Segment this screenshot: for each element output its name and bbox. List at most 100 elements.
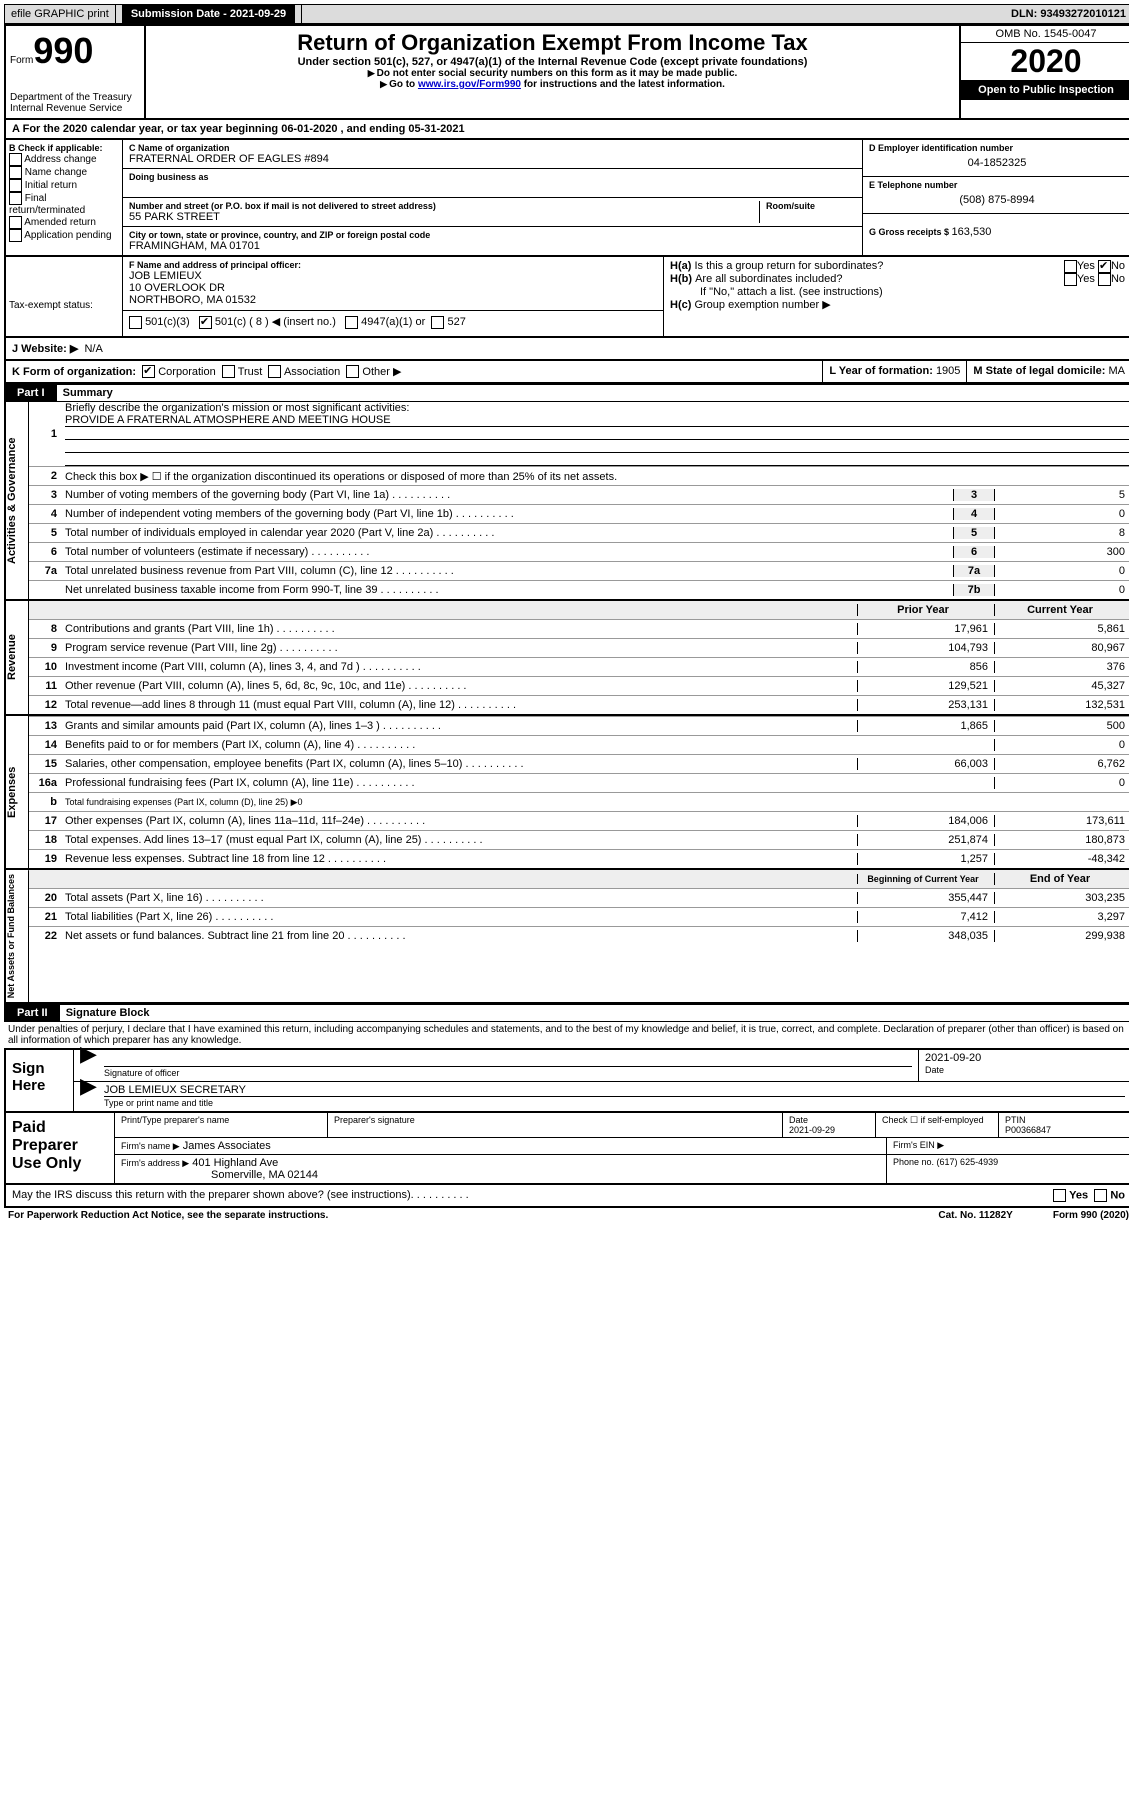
summary-section-1: Activities & Governance 1 Briefly descri… [4, 402, 1129, 601]
chk-other[interactable] [346, 365, 359, 378]
org-street: 55 PARK STREET [129, 211, 753, 223]
ein: 04-1852325 [869, 153, 1125, 173]
form-ref: Form 990 (2020) [1053, 1210, 1129, 1221]
summary-row: 22Net assets or fund balances. Subtract … [29, 926, 1129, 945]
chk-amended[interactable]: Amended return [9, 216, 119, 229]
summary-row: 8Contributions and grants (Part VIII, li… [29, 619, 1129, 638]
instr-line-1: Do not enter social security numbers on … [150, 68, 955, 79]
box-d-e-g: D Employer identification number 04-1852… [862, 140, 1129, 255]
gross-receipts: 163,530 [952, 226, 992, 238]
summary-row: Net unrelated business taxable income fr… [29, 580, 1129, 599]
officer-addr2: NORTHBORO, MA 01532 [129, 294, 657, 306]
summary-row: 15Salaries, other compensation, employee… [29, 754, 1129, 773]
summary-row: 11Other revenue (Part VIII, column (A), … [29, 676, 1129, 695]
officer-addr1: 10 OVERLOOK DR [129, 282, 657, 294]
firm-addr1: 401 Highland Ave [192, 1157, 278, 1169]
chk-trust[interactable] [222, 365, 235, 378]
form-title: Return of Organization Exempt From Incom… [150, 30, 955, 56]
row-f-h: Tax-exempt status: F Name and address of… [4, 257, 1129, 338]
page-footer: For Paperwork Reduction Act Notice, see … [4, 1208, 1129, 1223]
org-name: FRATERNAL ORDER OF EAGLES #894 [129, 153, 856, 165]
header-title-area: Return of Organization Exempt From Incom… [146, 26, 959, 118]
summary-row: bTotal fundraising expenses (Part IX, co… [29, 792, 1129, 811]
officer-name: JOB LEMIEUX [129, 270, 657, 282]
chk-501c[interactable] [199, 316, 212, 329]
chk-corp[interactable] [142, 365, 155, 378]
chk-initial-return[interactable]: Initial return [9, 179, 119, 192]
dln: DLN: 93493272010121 [1005, 5, 1129, 23]
telephone: (508) 875-8994 [869, 190, 1125, 210]
firm-name: James Associates [183, 1140, 271, 1152]
ha-yes[interactable] [1064, 260, 1077, 273]
summary-row: 21Total liabilities (Part X, line 26)7,4… [29, 907, 1129, 926]
part-2-header: Part II Signature Block [4, 1004, 1129, 1022]
submission-btn: Submission Date - 2021-09-29 [122, 5, 295, 23]
summary-row: 6Total number of volunteers (estimate if… [29, 542, 1129, 561]
summary-row: 12Total revenue—add lines 8 through 11 (… [29, 695, 1129, 714]
submission-date: Submission Date - 2021-09-29 [116, 5, 302, 23]
sign-here-label: Sign Here [6, 1050, 73, 1111]
chk-name-change[interactable]: Name change [9, 166, 119, 179]
summary-row: 19Revenue less expenses. Subtract line 1… [29, 849, 1129, 868]
summary-row: 9Program service revenue (Part VIII, lin… [29, 638, 1129, 657]
summary-section-3-expenses: Expenses 13Grants and similar amounts pa… [4, 716, 1129, 870]
summary-row: 18Total expenses. Add lines 13–17 (must … [29, 830, 1129, 849]
header-right: OMB No. 1545-0047 2020 Open to Public In… [959, 26, 1129, 118]
summary-row: 14Benefits paid to or for members (Part … [29, 735, 1129, 754]
chk-pending[interactable]: Application pending [9, 229, 119, 242]
part-1-header: Part I Summary [4, 384, 1129, 402]
ptin: P00366847 [1005, 1125, 1051, 1135]
tax-year: 2020 [961, 43, 1129, 80]
chk-527[interactable] [431, 316, 444, 329]
summary-row: 5Total number of individuals employed in… [29, 523, 1129, 542]
summary-row: 4Number of independent voting members of… [29, 504, 1129, 523]
summary-row: 7aTotal unrelated business revenue from … [29, 561, 1129, 580]
summary-section-4-netassets: Net Assets or Fund Balances Beginning of… [4, 870, 1129, 1004]
firm-phone: (617) 625-4939 [937, 1157, 999, 1167]
omb-number: OMB No. 1545-0047 [961, 26, 1129, 43]
summary-row: 10Investment income (Part VIII, column (… [29, 657, 1129, 676]
info-grid: B Check if applicable: Address change Na… [4, 140, 1129, 257]
form-number-box: Form990 Department of the Treasury Inter… [6, 26, 146, 118]
chk-4947[interactable] [345, 316, 358, 329]
cat-number: Cat. No. 11282Y [938, 1210, 1012, 1221]
chk-address-change[interactable]: Address change [9, 153, 119, 166]
tax-exempt-left: Tax-exempt status: [6, 257, 123, 336]
signature-block: Sign Here ▶ Signature of officer 2021-09… [4, 1048, 1129, 1113]
summary-row: 13Grants and similar amounts paid (Part … [29, 716, 1129, 735]
summary-row: 3Number of voting members of the governi… [29, 485, 1129, 504]
summary-section-2-revenue: Revenue Prior Year Current Year 8Contrib… [4, 601, 1129, 716]
discuss-yes[interactable] [1053, 1189, 1066, 1202]
ha-no[interactable] [1098, 260, 1111, 273]
vlabel-governance: Activities & Governance [6, 402, 29, 599]
open-to-public: Open to Public Inspection [961, 80, 1129, 100]
line-a-tax-year: A For the 2020 calendar year, or tax yea… [4, 120, 1129, 140]
dept-treasury: Department of the Treasury Internal Reve… [10, 92, 140, 114]
chk-501c3[interactable] [129, 316, 142, 329]
box-f: F Name and address of principal officer:… [123, 257, 664, 336]
discuss-no[interactable] [1094, 1189, 1107, 1202]
paid-preparer-block: Paid Preparer Use Only Print/Type prepar… [4, 1113, 1129, 1185]
paid-preparer-label: Paid Preparer Use Only [6, 1113, 114, 1183]
box-b: B Check if applicable: Address change Na… [6, 140, 123, 255]
mission-text: PROVIDE A FRATERNAL ATMOSPHERE AND MEETI… [65, 414, 1129, 427]
box-c: C Name of organization FRATERNAL ORDER O… [123, 140, 862, 255]
signature-arrow-icon: ▶ [80, 1041, 97, 1066]
signature-arrow-icon-2: ▶ [80, 1073, 97, 1098]
box-k-l-m: K Form of organization: Corporation Trus… [4, 361, 1129, 385]
vlabel-revenue: Revenue [6, 601, 29, 714]
efile-label: efile GRAPHIC print [5, 5, 116, 23]
org-city: FRAMINGHAM, MA 01701 [129, 240, 856, 252]
chk-final-return[interactable]: Final return/terminated [9, 192, 119, 216]
chk-assoc[interactable] [268, 365, 281, 378]
officer-printed-name: JOB LEMIEUX SECRETARY [104, 1084, 1125, 1097]
form-header: Form990 Department of the Treasury Inter… [4, 24, 1129, 120]
firm-addr2: Somerville, MA 02144 [211, 1169, 318, 1181]
instructions-link[interactable]: www.irs.gov/Form990 [418, 79, 521, 90]
hb-yes[interactable] [1064, 273, 1077, 286]
penalty-statement: Under penalties of perjury, I declare th… [4, 1022, 1129, 1048]
instr-line-2: Go to www.irs.gov/Form990 for instructio… [150, 79, 955, 90]
spacer [302, 11, 1005, 17]
year-formation: 1905 [936, 365, 960, 377]
hb-no[interactable] [1098, 273, 1111, 286]
